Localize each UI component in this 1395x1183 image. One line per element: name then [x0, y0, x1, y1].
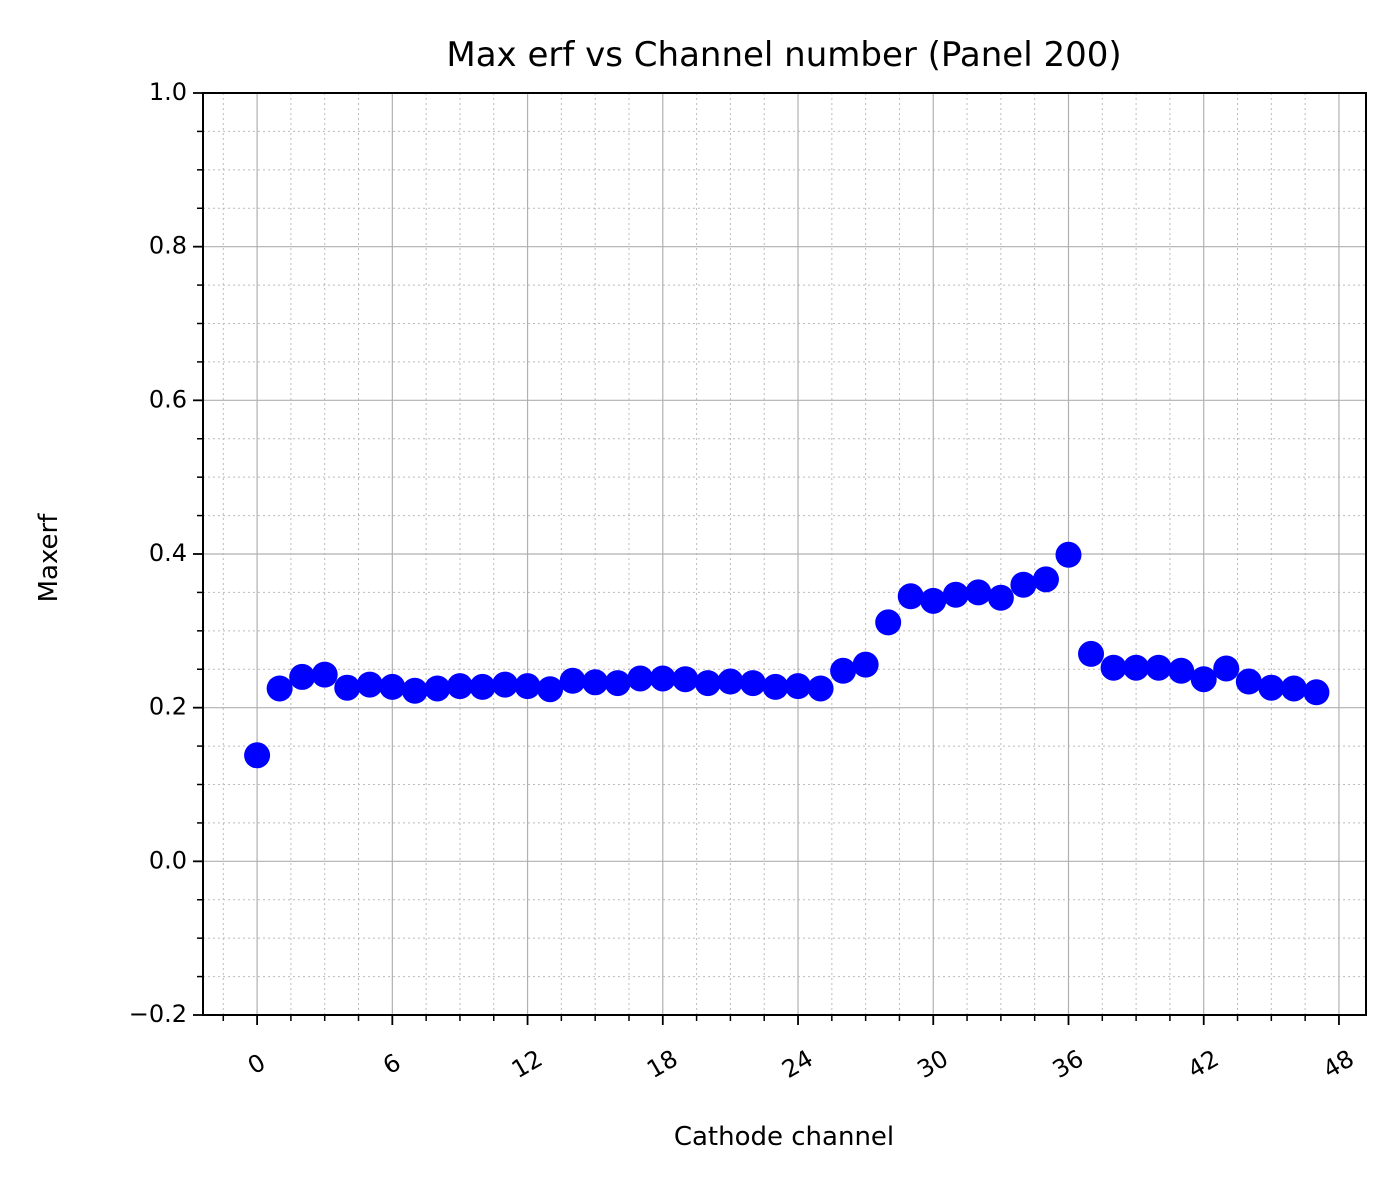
y-tick-label: 0.8 — [149, 232, 187, 260]
data-point — [762, 673, 789, 700]
data-point — [1258, 674, 1285, 701]
data-point — [852, 651, 879, 678]
data-point — [897, 583, 924, 610]
data-point — [492, 671, 519, 698]
x-tick-label: 12 — [507, 1044, 547, 1084]
data-point — [1055, 541, 1082, 568]
x-axis-label: Cathode channel — [674, 1122, 894, 1152]
data-point — [672, 666, 699, 693]
data-point — [379, 673, 406, 700]
data-point — [289, 663, 316, 690]
data-point — [807, 675, 834, 702]
data-point — [987, 584, 1014, 611]
x-tick-label: 0 — [243, 1048, 270, 1080]
data-point — [739, 670, 766, 697]
data-point — [785, 673, 812, 700]
data-point — [514, 673, 541, 700]
data-point — [559, 667, 586, 694]
y-tick-label: 0.6 — [149, 385, 187, 413]
x-tick-labels: 0 6 12 18 24 30 36 42 48 — [243, 1044, 1359, 1084]
data-point — [401, 677, 428, 704]
data-point — [266, 675, 293, 702]
data-point — [311, 661, 338, 688]
data-point — [356, 671, 383, 698]
data-point — [1010, 571, 1037, 598]
data-point — [627, 665, 654, 692]
data-point — [244, 742, 271, 769]
x-tick-label: 30 — [913, 1044, 953, 1084]
chart-title: Max erf vs Channel number (Panel 200) — [446, 35, 1121, 75]
data-point — [469, 673, 496, 700]
data-point — [965, 579, 992, 606]
data-point — [875, 609, 902, 636]
data-point — [1100, 654, 1127, 681]
data-points — [244, 541, 1330, 769]
y-tick-label: 0.2 — [149, 693, 187, 721]
data-point — [446, 673, 473, 700]
data-point — [334, 674, 361, 701]
x-tick-label: 42 — [1183, 1044, 1223, 1084]
data-point — [537, 676, 564, 703]
y-tick-label: 0.4 — [149, 539, 187, 567]
data-point — [1145, 654, 1172, 681]
data-point — [1168, 657, 1195, 684]
data-point — [1213, 655, 1240, 682]
grid-major — [203, 92, 1366, 1016]
y-tick-label: −0.2 — [129, 1000, 187, 1028]
data-point — [649, 665, 676, 692]
data-point — [1235, 668, 1262, 695]
data-point — [1032, 566, 1059, 593]
data-point — [717, 668, 744, 695]
data-point — [1280, 675, 1307, 702]
y-tick-label: 0.0 — [149, 846, 187, 874]
y-axis-label: Maxerf — [34, 513, 64, 603]
x-tick-label: 18 — [642, 1044, 682, 1084]
y-tick-label: 1.0 — [149, 78, 187, 106]
x-tick-label: 48 — [1318, 1044, 1358, 1084]
x-tick-label: 6 — [378, 1048, 405, 1080]
data-point — [1190, 666, 1217, 693]
data-point — [830, 657, 857, 684]
data-point — [1123, 654, 1150, 681]
data-point — [694, 670, 721, 697]
x-tick-label: 36 — [1048, 1044, 1088, 1084]
data-point — [1078, 640, 1105, 667]
data-point — [942, 581, 969, 608]
axis-ticks — [193, 92, 1340, 1025]
data-point — [424, 675, 451, 702]
data-point — [604, 670, 631, 697]
data-point — [920, 587, 947, 614]
y-tick-labels: −0.2 0.0 0.2 0.4 0.6 0.8 1.0 — [129, 78, 187, 1028]
data-point — [1303, 679, 1330, 706]
x-tick-label: 24 — [777, 1044, 817, 1084]
data-point — [582, 669, 609, 696]
